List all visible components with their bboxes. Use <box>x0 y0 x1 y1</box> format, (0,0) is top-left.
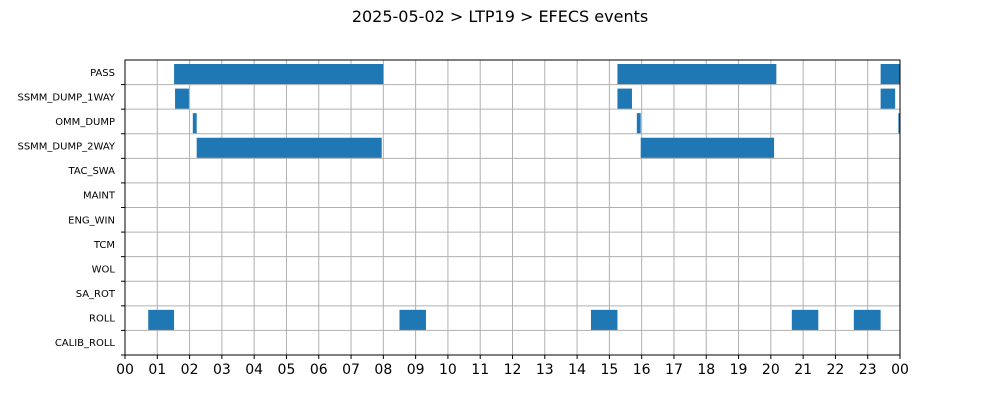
x-tick-label: 19 <box>730 362 748 378</box>
x-tick-label: 07 <box>342 362 360 378</box>
x-tick-label: 05 <box>278 362 296 378</box>
event-bar-pass <box>174 64 384 85</box>
x-tick-label: 15 <box>600 362 618 378</box>
x-tick-label: 13 <box>536 362 554 378</box>
x-tick-label: 09 <box>407 362 425 378</box>
x-tick-label: 03 <box>213 362 231 378</box>
x-tick-label: 21 <box>794 362 812 378</box>
chart-title: 2025-05-02 > LTP19 > EFECS events <box>352 7 648 26</box>
x-tick-label: 02 <box>181 362 199 378</box>
plot-frame <box>124 59 901 356</box>
y-tick-label: PASS <box>90 68 115 79</box>
y-tick-label: SSMM_DUMP_1WAY <box>17 92 115 103</box>
y-tick-label: SSMM_DUMP_2WAY <box>17 142 115 153</box>
event-bars <box>148 64 900 330</box>
y-tick-label: TCM <box>93 240 115 251</box>
x-tick-label: 06 <box>310 362 328 378</box>
event-bar-ssmm-dump-1way <box>880 88 896 109</box>
event-bar-ssmm-dump-1way <box>617 88 632 109</box>
y-tick-label: MAINT <box>83 191 116 202</box>
x-axis: 00 01 02 03 04 05 06 07 08 09 10 11 12 13 14 15 16 17 18 19… <box>116 355 909 378</box>
x-tick-label: 10 <box>439 362 457 378</box>
event-bar-ssmm-dump-1way <box>175 88 189 109</box>
x-tick-label: 16 <box>633 362 651 378</box>
y-tick-label: ENG_WIN <box>68 215 115 226</box>
event-bar-ssmm-dump-2way <box>640 137 775 158</box>
x-tick-label: 12 <box>504 362 522 378</box>
x-tick-label: 14 <box>568 362 586 378</box>
event-bar-roll <box>791 309 819 330</box>
x-tick-label: 23 <box>859 362 877 378</box>
y-tick-label: TAC_SWA <box>67 166 115 177</box>
event-bar-ssmm-dump-2way <box>196 137 382 158</box>
x-tick-label: 08 <box>374 362 392 378</box>
event-bar-omm-dump <box>636 113 641 134</box>
x-tick-label: 18 <box>697 362 715 378</box>
x-tick-label: 11 <box>471 362 489 378</box>
x-tick-label: 00 <box>116 362 134 378</box>
event-bar-omm-dump <box>192 113 197 134</box>
y-tick-label: OMM_DUMP <box>55 117 115 128</box>
event-bar-roll <box>590 309 618 330</box>
x-tick-label: 00 <box>891 362 909 378</box>
y-axis: PASS SSMM_DUMP_1WAY OMM_DUMP SSMM_DUMP_2WAY… <box>17 68 125 356</box>
y-tick-label: CALIB_ROLL <box>55 338 116 349</box>
event-bar-pass <box>880 64 900 85</box>
event-bar-roll <box>399 309 426 330</box>
event-bar-roll <box>853 309 881 330</box>
y-tick-label: ROLL <box>89 314 115 325</box>
x-tick-label: 01 <box>148 362 166 378</box>
event-bar-roll <box>148 309 175 330</box>
x-tick-label: 22 <box>827 362 845 378</box>
y-tick-label: WOL <box>92 264 116 275</box>
event-bar-pass <box>617 64 777 85</box>
x-tick-label: 17 <box>665 362 683 378</box>
y-tick-label: SA_ROT <box>76 289 116 300</box>
x-tick-label: 04 <box>245 362 263 378</box>
grid-lines <box>124 60 901 355</box>
event-bar-omm-dump <box>898 113 900 134</box>
x-tick-label: 20 <box>762 362 780 378</box>
